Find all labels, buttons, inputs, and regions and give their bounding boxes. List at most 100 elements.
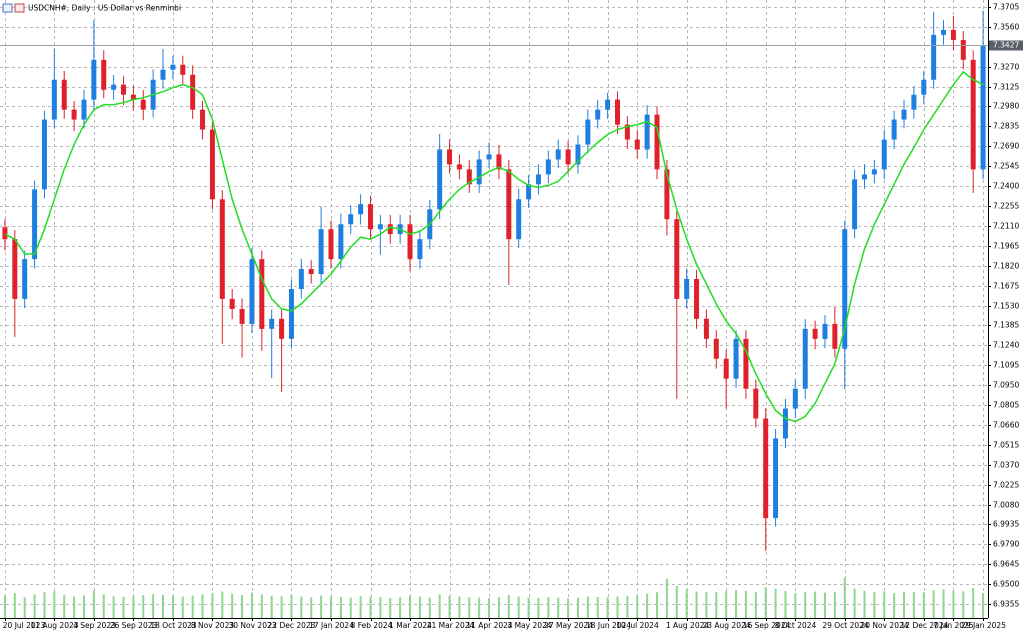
y-tick-label: 7.1095 xyxy=(993,361,1019,370)
candle-body xyxy=(921,79,927,95)
volume-bar xyxy=(389,598,392,618)
volume-bar xyxy=(982,593,985,618)
volume-bar xyxy=(754,592,757,618)
candle-body xyxy=(694,279,700,319)
volume-bar xyxy=(438,594,441,618)
y-tick-label: 7.2980 xyxy=(993,102,1019,111)
volume-bar xyxy=(211,593,214,618)
candle-body xyxy=(901,109,907,120)
volume-bar xyxy=(320,595,323,618)
volume-bar xyxy=(43,592,46,618)
moving-average xyxy=(4,70,984,423)
candle-body xyxy=(328,229,334,260)
volume-bar xyxy=(428,597,431,618)
x-tick-label: 8 Nov 2023 xyxy=(191,621,234,630)
candle-body xyxy=(526,184,532,200)
y-tick-label: 7.3705 xyxy=(993,3,1019,12)
candle-body xyxy=(615,99,620,125)
candle-body xyxy=(239,308,245,324)
candle-body xyxy=(980,45,986,170)
volume-bar xyxy=(636,595,639,618)
x-tick-label: 16 Sep 2024 xyxy=(743,621,791,630)
volume-bar xyxy=(932,590,935,618)
volume-bar xyxy=(883,591,886,618)
candle-body xyxy=(891,119,897,140)
candle-body xyxy=(269,318,275,329)
volume-bar xyxy=(547,597,550,618)
candle-body xyxy=(180,64,186,75)
y-tick-label: 6.9500 xyxy=(993,580,1019,589)
candle-body xyxy=(130,94,136,100)
candle-body xyxy=(407,224,413,260)
x-tick-label: 12 Dec 2024 xyxy=(901,621,949,630)
candle-body xyxy=(51,79,57,120)
candle-body xyxy=(624,124,630,140)
candle-body xyxy=(190,74,196,110)
volume-bar xyxy=(241,595,244,618)
candle-body xyxy=(782,408,788,439)
volume-bar xyxy=(310,597,313,618)
volume-bar xyxy=(478,597,481,618)
candles xyxy=(2,10,986,552)
volume-bar xyxy=(379,597,382,618)
y-tick-label: 7.1675 xyxy=(993,282,1019,291)
candle-body xyxy=(555,149,561,160)
volume-bar xyxy=(507,595,510,618)
volume-bar xyxy=(527,597,530,618)
candle-body xyxy=(12,239,18,299)
volume-bar xyxy=(191,595,194,618)
y-tick-label: 6.9645 xyxy=(993,560,1019,569)
volume-bar xyxy=(260,594,263,618)
x-tick-label: 17 Jan 2024 xyxy=(309,621,354,630)
volume-bar xyxy=(458,596,461,618)
candle-body xyxy=(259,259,265,329)
candle-body xyxy=(71,109,77,120)
volume-bar xyxy=(152,594,155,618)
volume-bar xyxy=(576,597,579,618)
candle-body xyxy=(743,338,749,389)
volume-bar xyxy=(290,594,293,618)
volume-bar xyxy=(705,592,708,618)
volume-bar xyxy=(448,595,451,618)
volume-bar xyxy=(675,585,678,618)
candle-body xyxy=(644,114,650,150)
volume-bar xyxy=(349,597,352,618)
volume xyxy=(3,578,985,618)
candle-body xyxy=(170,64,176,70)
volume-bar xyxy=(13,593,16,618)
volume-bar xyxy=(270,595,273,618)
y-tick-label: 6.9355 xyxy=(993,600,1019,609)
y-tick-label: 7.3270 xyxy=(993,63,1019,72)
volume-bar xyxy=(82,595,85,618)
volume-bar xyxy=(399,597,402,618)
y-tick-label: 7.2110 xyxy=(993,222,1019,231)
candle-body xyxy=(950,29,956,40)
candle-body xyxy=(298,268,304,290)
volume-bar xyxy=(656,592,659,618)
x-tick-label: 4 Sep 2023 xyxy=(73,621,116,630)
candle-body xyxy=(763,418,769,519)
candle-body xyxy=(358,204,364,215)
candle-body xyxy=(387,224,393,235)
candle-body xyxy=(733,338,739,379)
y-tick-label: 7.2545 xyxy=(993,162,1019,171)
candle-body xyxy=(249,259,255,324)
x-tick-label: 29 Oct 2024 xyxy=(822,621,869,630)
y-tick-label: 7.0515 xyxy=(993,441,1019,450)
volume-bar xyxy=(715,591,718,618)
candle-body xyxy=(575,144,581,165)
volume-bar xyxy=(369,596,372,618)
y-tick-label: 7.1385 xyxy=(993,321,1019,330)
volume-bar xyxy=(586,596,589,618)
candle-body xyxy=(822,323,828,339)
y-tick-label: 7.1820 xyxy=(993,262,1019,271)
icon xyxy=(14,3,25,13)
volume-bar xyxy=(814,591,817,618)
candle-body xyxy=(417,239,423,260)
y-tick-label: 7.2400 xyxy=(993,182,1019,191)
x-tick-label: 8 Oct 2024 xyxy=(775,621,817,630)
candle-body xyxy=(565,149,571,165)
volume-bar xyxy=(853,588,856,618)
candle-body xyxy=(931,34,937,80)
